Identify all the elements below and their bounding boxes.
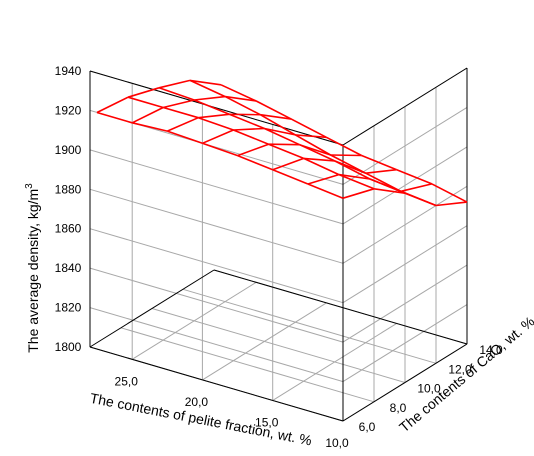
z-tick-label: 1920 bbox=[55, 103, 82, 117]
x-tick-label: 25,0 bbox=[115, 374, 139, 388]
mesh-line bbox=[96, 111, 133, 124]
mesh-line bbox=[233, 127, 265, 131]
mesh-line bbox=[369, 178, 406, 194]
mesh-line bbox=[220, 84, 257, 102]
mesh-line bbox=[237, 154, 274, 171]
tick-labels: 1800 1820 1840 1860 1880 1900 1920 1940 25,0 20,0… bbox=[55, 64, 503, 450]
y-tick-label: 8,0 bbox=[390, 401, 407, 415]
mesh-line bbox=[373, 188, 406, 194]
z-tick-label: 1900 bbox=[55, 143, 82, 157]
mesh-line bbox=[361, 154, 398, 171]
mesh-line bbox=[338, 173, 375, 190]
mesh-line bbox=[365, 168, 397, 174]
mesh-line bbox=[132, 122, 168, 132]
mesh-line bbox=[158, 79, 191, 89]
mesh-line bbox=[163, 99, 195, 109]
mesh-line bbox=[268, 143, 305, 160]
mesh-line bbox=[255, 100, 292, 120]
mesh-line bbox=[295, 134, 331, 156]
mesh-line bbox=[193, 99, 230, 116]
gridline bbox=[89, 228, 344, 304]
mesh-line bbox=[167, 130, 203, 145]
x-tick-label: 10,0 bbox=[325, 436, 349, 450]
mesh-line bbox=[202, 142, 238, 157]
mesh-line bbox=[295, 134, 327, 139]
y-axis-title: The contents of CaO, wt. % bbox=[396, 313, 534, 435]
y-tick-label: 6,0 bbox=[359, 420, 376, 434]
x-tick-label: 20,0 bbox=[185, 395, 209, 409]
z-tick-label: 1820 bbox=[55, 301, 82, 315]
axis-line bbox=[342, 67, 468, 146]
y-tick-label: 12,0 bbox=[448, 362, 472, 376]
mesh-line bbox=[259, 114, 296, 136]
chart-walls bbox=[89, 67, 468, 422]
mesh-line bbox=[326, 136, 362, 157]
gridline bbox=[89, 188, 344, 264]
mesh-line bbox=[225, 95, 257, 102]
mesh-line bbox=[342, 188, 375, 199]
z-tick-label: 1840 bbox=[55, 261, 82, 275]
mesh-line bbox=[233, 129, 269, 145]
gridline bbox=[182, 288, 437, 364]
mesh-line bbox=[396, 168, 433, 185]
mesh-line bbox=[290, 118, 327, 139]
mesh-line bbox=[202, 129, 234, 145]
y-tick-label: 10,0 bbox=[417, 382, 441, 396]
z-axis-title: The average density, kg/m3 bbox=[24, 183, 41, 353]
mesh-line bbox=[189, 79, 222, 86]
mesh-line bbox=[303, 157, 335, 162]
gridline bbox=[120, 327, 375, 403]
mesh-line bbox=[194, 95, 226, 101]
mesh-line bbox=[334, 160, 371, 180]
mesh-line bbox=[198, 113, 230, 119]
mesh-line bbox=[299, 143, 336, 162]
mesh-line bbox=[127, 96, 164, 109]
mesh-line bbox=[166, 116, 199, 132]
gridline bbox=[89, 149, 344, 225]
mesh-line bbox=[162, 106, 199, 119]
mesh-line bbox=[400, 183, 433, 193]
mesh-line bbox=[237, 143, 269, 157]
mesh-line bbox=[158, 87, 195, 101]
mesh-line bbox=[404, 192, 437, 207]
axis-line bbox=[213, 269, 468, 345]
gridline bbox=[89, 307, 344, 383]
mesh-line bbox=[224, 95, 261, 116]
z-tick-label: 1880 bbox=[55, 182, 82, 196]
mesh-line bbox=[260, 113, 292, 120]
gridline bbox=[89, 267, 344, 343]
mesh-line bbox=[330, 154, 362, 157]
mesh-line bbox=[264, 127, 300, 146]
x-tick-label: 15,0 bbox=[255, 415, 279, 429]
axis-line bbox=[89, 70, 344, 146]
mesh-line bbox=[198, 116, 234, 131]
mesh-line bbox=[435, 201, 468, 207]
axis-line bbox=[89, 269, 215, 348]
mesh-line bbox=[131, 106, 164, 124]
gridline bbox=[151, 308, 406, 383]
mesh-line bbox=[303, 157, 340, 176]
mesh-line bbox=[96, 96, 129, 114]
mesh-line bbox=[189, 79, 226, 98]
mesh-line bbox=[127, 87, 160, 98]
z-tick-label: 1860 bbox=[55, 222, 82, 236]
z-tick-label: 1940 bbox=[55, 64, 82, 78]
mesh-line bbox=[272, 157, 304, 171]
mesh-line bbox=[264, 127, 296, 136]
axis-line bbox=[342, 343, 468, 422]
mesh-line bbox=[228, 113, 265, 130]
axis-line bbox=[89, 346, 344, 422]
mesh-line bbox=[338, 173, 371, 180]
z-tick-label: 1800 bbox=[55, 340, 82, 354]
mesh-line bbox=[268, 143, 300, 146]
mesh-line bbox=[431, 183, 468, 203]
y-tick-label: 14,0 bbox=[479, 343, 503, 357]
mesh-line bbox=[272, 169, 309, 185]
mesh-line bbox=[307, 173, 340, 185]
mesh-line bbox=[307, 183, 344, 199]
surface-mesh bbox=[96, 79, 468, 207]
